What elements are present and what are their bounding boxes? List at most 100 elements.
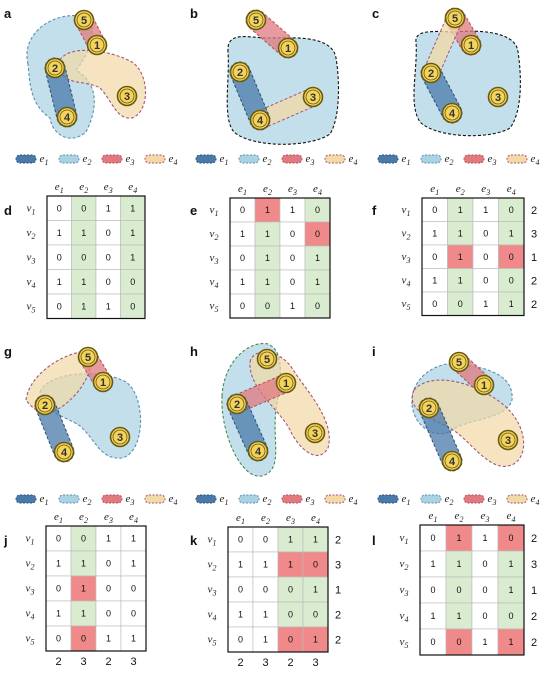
matrix-l-row-header-2-subscript: 2 xyxy=(404,563,408,572)
matrix-d-value-2-2: 0 xyxy=(106,252,111,262)
matrix-d-value-4-2: 1 xyxy=(106,301,111,311)
matrix-l-col-header-4-subscript: 4 xyxy=(511,515,515,524)
legend-2-label-e4: e4 xyxy=(531,153,540,167)
matrix-f-row-header-5: v5 xyxy=(402,298,411,312)
matrix-d-cell-4-3 xyxy=(120,293,146,319)
legend-3-swatch-e1-icon xyxy=(15,494,37,504)
matrix-k-cell-1-0 xyxy=(227,551,254,578)
legend-1-label-e1-subscript: 1 xyxy=(224,158,228,167)
panel-h-node-2-ring xyxy=(229,396,245,412)
panel-i-node-3-label: 3 xyxy=(505,435,511,447)
matrix-f-value-4-0: 0 xyxy=(432,299,437,309)
matrix-e-value-2-3: 1 xyxy=(315,253,320,263)
legend-2-label-e3-subscript: 3 xyxy=(491,158,496,167)
panel-h-node-1-label: 1 xyxy=(283,378,289,390)
matrix-l-col-header-1: e1 xyxy=(429,510,438,524)
matrix-e-value-0-1: 1 xyxy=(265,205,270,215)
matrix-k-col-header-2: e2 xyxy=(261,512,270,526)
panel-label-b: b xyxy=(190,6,198,21)
matrix-k-cell-0-2 xyxy=(277,526,304,553)
panel-label-l: l xyxy=(372,533,376,548)
panel-a-node-3-ring xyxy=(119,88,135,104)
matrix-l-cell-1-3 xyxy=(497,550,525,578)
matrix-j-cell-1-1 xyxy=(70,550,97,577)
legend-1-label-e4: e4 xyxy=(349,153,358,167)
hypergraph-panel-h: 1 2 3 4 5 xyxy=(221,342,330,477)
matrix-d-value-2-0: 0 xyxy=(57,252,62,262)
matrix-e-row-header-5: v5 xyxy=(210,300,219,314)
hypergraph-panel-b: 1 2 3 4 5 xyxy=(226,9,339,145)
matrix-k-value-0-1: 0 xyxy=(263,535,268,545)
panel-label-i: i xyxy=(372,344,376,359)
matrix-e-value-0-2: 1 xyxy=(290,205,295,215)
matrix-j-cell-4-3 xyxy=(120,625,147,652)
legend-0-label-e1: e1 xyxy=(40,153,49,167)
matrix-f-col-header-1: e1 xyxy=(430,183,439,197)
matrix-f-value-4-2: 1 xyxy=(483,299,488,309)
matrix-k-col-header-2-subscript: 2 xyxy=(266,517,270,526)
matrix-k-row-header-3: v3 xyxy=(208,584,217,598)
legend-0-swatch-e4-icon xyxy=(144,154,166,164)
matrix-k-cell-0-0 xyxy=(227,526,254,553)
matrix-j-row-header-5: v5 xyxy=(26,633,35,647)
matrix-d-col-header-4-subscript: 4 xyxy=(133,186,137,195)
matrix-j-value-0-3: 1 xyxy=(131,534,136,544)
matrix-k-row-degree-1: 2 xyxy=(335,535,341,547)
matrix-e-value-1-1: 1 xyxy=(265,229,270,239)
legend-2-label-e1: e1 xyxy=(402,153,411,167)
panel-label-e: e xyxy=(190,203,197,218)
matrix-l-row-header-1-subscript: 1 xyxy=(404,537,408,546)
panel-h-node-5-ring xyxy=(259,351,275,367)
matrix-j-row-header-4: v4 xyxy=(26,608,35,622)
panel-i-node-5-label: 5 xyxy=(456,357,462,369)
matrix-e-value-4-3: 0 xyxy=(315,301,320,311)
matrix-k-value-4-0: 0 xyxy=(238,635,243,645)
matrix-k-col-header-1-subscript: 1 xyxy=(241,517,245,526)
matrix-f-row-header-4-subscript: 4 xyxy=(406,279,410,288)
matrix-l-cell-4-2 xyxy=(471,628,499,656)
matrix-j: e1 e2 e3 e4 v1 v2 v3 v4 v5 0 0 1 1 1 1 0 1 0 1 0 0 1 1 0 0 0 0 1 1 2 3… xyxy=(26,511,147,668)
matrix-e-value-3-0: 1 xyxy=(240,277,245,287)
matrix-e-row-header-4: v4 xyxy=(210,276,219,290)
matrix-l-row-header-1: v1 xyxy=(400,532,409,546)
matrix-k-cell-2-0 xyxy=(227,576,254,603)
matrix-e-value-2-1: 1 xyxy=(265,253,270,263)
matrix-d-row-header-5: v5 xyxy=(27,300,36,314)
matrix-d-row-header-2: v2 xyxy=(27,227,36,241)
matrix-l-value-0-2: 1 xyxy=(482,533,487,543)
matrix-f-border xyxy=(421,197,525,317)
matrix-f-col-header-4-subscript: 4 xyxy=(512,188,516,197)
matrix-k-row-header-4: v4 xyxy=(208,609,217,623)
matrix-f-value-3-3: 0 xyxy=(509,275,514,285)
matrix-l-value-1-1: 1 xyxy=(456,559,461,569)
panel-a-node-1-ring xyxy=(89,37,105,53)
panel-b-node-4-ring xyxy=(252,112,268,128)
legend-2-label-e1-subscript: 1 xyxy=(406,158,410,167)
hypergraph-panel-c: 1 2 3 4 5 xyxy=(413,7,521,137)
matrix-j-value-4-0: 0 xyxy=(56,634,61,644)
matrix-d-col-header-2: e2 xyxy=(79,181,88,195)
panel-h-node-2-label: 2 xyxy=(234,399,240,411)
legend-4-label-e3-subscript: 3 xyxy=(309,498,314,507)
panel-h-node-3-ring xyxy=(307,425,323,441)
panel-label-a: a xyxy=(4,6,12,21)
legend-4-label-e1: e1 xyxy=(220,493,229,507)
matrix-j-cell-3-1 xyxy=(70,600,97,627)
hypergraph-panel-g: 1 2 3 4 5 xyxy=(25,346,142,463)
legend-5-label-e3-subscript: 3 xyxy=(491,498,496,507)
matrix-l-cell-2-1 xyxy=(445,576,473,604)
matrix-e-row-header-3: v3 xyxy=(210,252,219,266)
legend-0-swatch-e1-icon xyxy=(15,154,37,164)
matrix-d-row-header-1: v1 xyxy=(27,202,36,216)
matrix-e-value-4-2: 1 xyxy=(290,301,295,311)
matrix-k-col-header-4-subscript: 4 xyxy=(316,517,320,526)
matrix-k-cell-4-2 xyxy=(277,626,304,653)
matrix-k-row-header-4-subscript: 4 xyxy=(212,614,216,623)
matrix-d-value-0-2: 1 xyxy=(106,203,111,213)
matrix-j-row-header-3-subscript: 3 xyxy=(29,588,34,597)
matrix-j-value-2-2: 0 xyxy=(106,584,111,594)
legend-5-label-e1: e1 xyxy=(402,493,411,507)
matrix-k-value-1-0: 1 xyxy=(238,560,243,570)
matrix-j-col-header-2: e2 xyxy=(79,511,88,525)
matrix-f-value-1-0: 1 xyxy=(432,228,437,238)
